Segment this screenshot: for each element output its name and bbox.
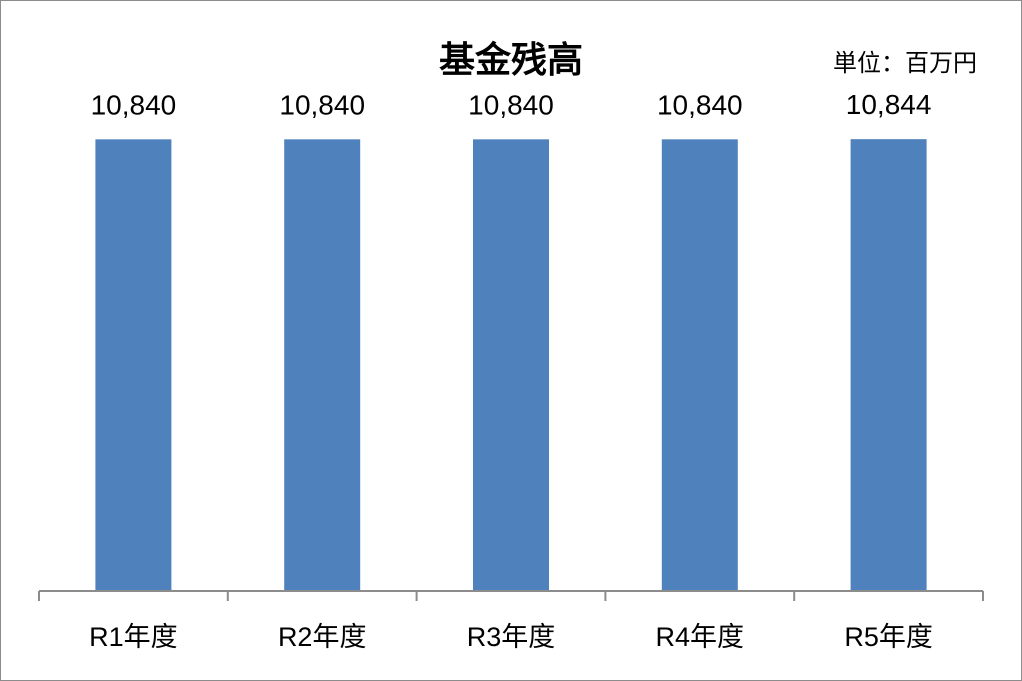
data-label-2: 10,840 xyxy=(279,89,365,120)
category-label-4: R4年度 xyxy=(656,622,745,652)
bar-1 xyxy=(95,139,172,592)
category-label-2: R2年度 xyxy=(278,622,367,652)
category-label-3: R3年度 xyxy=(467,622,556,652)
category-label-5: R5年度 xyxy=(844,622,933,652)
data-label-1: 10,840 xyxy=(91,89,177,120)
bar-4 xyxy=(661,139,738,592)
unit-label: 単位：百万円 xyxy=(833,50,977,77)
bar-5 xyxy=(850,139,927,591)
data-label-4: 10,840 xyxy=(657,89,743,120)
chart-title: 基金残高 xyxy=(438,39,583,80)
category-label-1: R1年度 xyxy=(89,622,178,652)
data-label-3: 10,840 xyxy=(468,89,554,120)
bar-3 xyxy=(473,139,549,592)
data-label-5: 10,844 xyxy=(846,89,932,120)
bar-2 xyxy=(284,139,361,592)
